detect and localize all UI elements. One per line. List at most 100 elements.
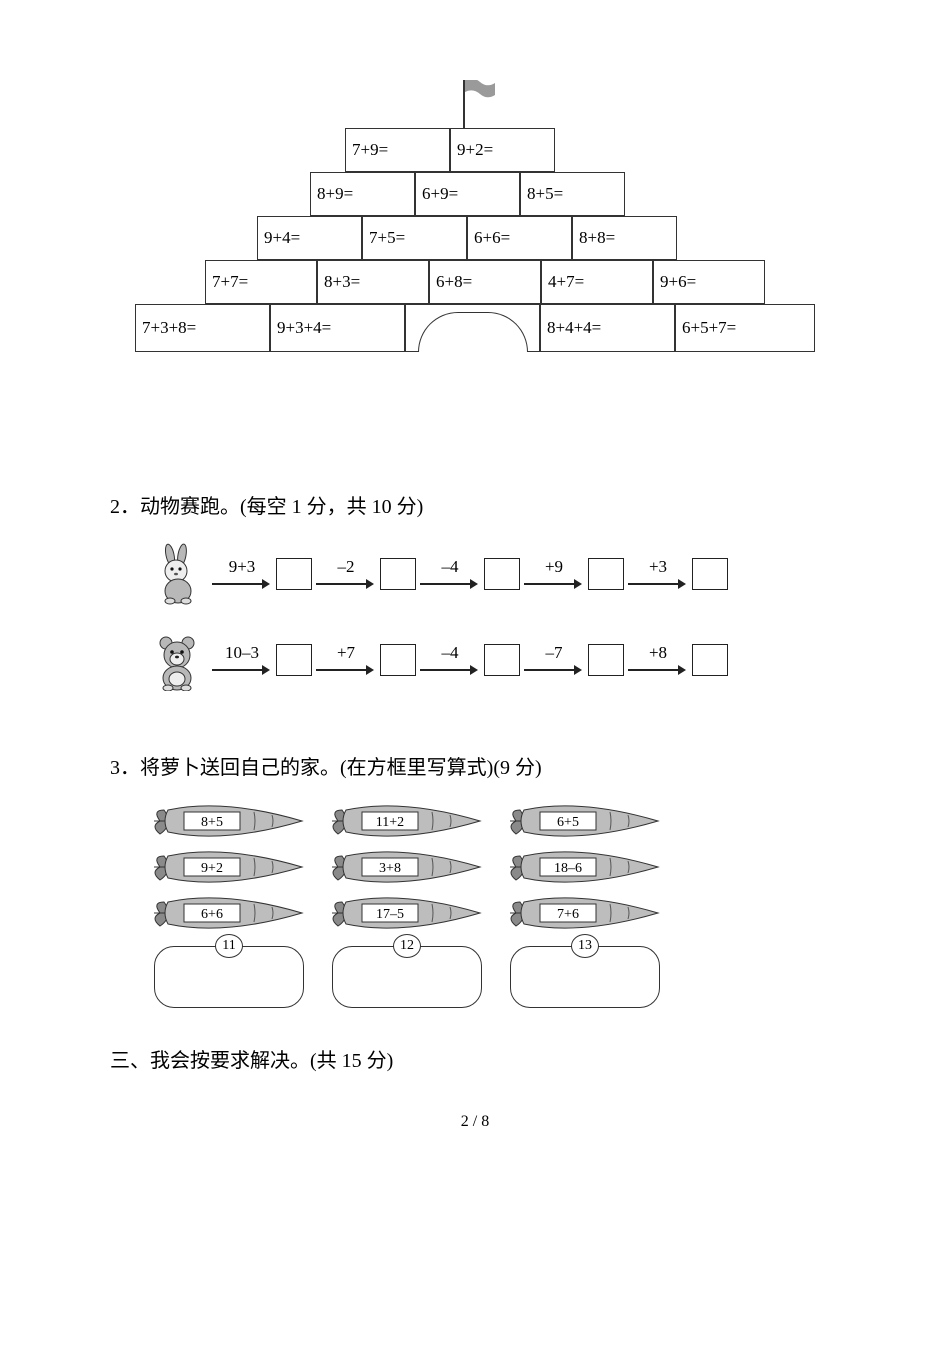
arrow-icon: [628, 577, 688, 591]
chain-op-label: +7: [337, 643, 355, 663]
pyramid-cell: 8+5=: [520, 172, 625, 216]
pyramid-diagram: 7+9=9+2= 8+9=6+9=8+5= 9+4=7+5=6+6=8+8= 7+7=…: [135, 80, 815, 410]
svg-text:7+6: 7+6: [557, 907, 579, 922]
arrow-icon: [212, 663, 272, 677]
pyramid-cell: 7+3+8=: [135, 304, 270, 352]
pyramid-cell: 6+8=: [429, 260, 541, 304]
chain-op-label: +3: [649, 557, 667, 577]
chain-op-label: 10–3: [225, 643, 259, 663]
carrot-block: 8+5 9+2 6+6 11 11+2 3+8 17–5 12 6+5 18–6 7+6 13: [154, 802, 850, 1008]
page-footer: 2 / 8: [100, 1113, 850, 1131]
chain-op: 9+3: [212, 557, 272, 591]
chain-row: 10–3 +7 –4 –7 +8: [150, 629, 850, 691]
pyramid-cell: 8+4+4=: [540, 304, 675, 352]
carrot-column: 11+2 3+8 17–5 12: [332, 802, 482, 1008]
bear-icon: [150, 629, 206, 691]
pyramid-cell: 8+8=: [572, 216, 677, 260]
carrot-icon: 11+2: [332, 802, 482, 840]
chain-op: +3: [628, 557, 688, 591]
svg-text:11+2: 11+2: [376, 815, 404, 830]
svg-text:6+5: 6+5: [557, 815, 579, 830]
basket-label: 12: [393, 934, 421, 958]
pyramid-cell: 9+6=: [653, 260, 765, 304]
chain-op: –7: [524, 643, 584, 677]
answer-box[interactable]: [588, 558, 624, 590]
carrot-icon: 6+6: [154, 894, 304, 932]
arrow-icon: [524, 577, 584, 591]
carrot-column: 8+5 9+2 6+6 11: [154, 802, 304, 1008]
pyramid-cell: 8+9=: [310, 172, 415, 216]
carrot-icon: 7+6: [510, 894, 660, 932]
basket: 13: [510, 946, 660, 1008]
svg-text:18–6: 18–6: [554, 861, 582, 876]
arrow-icon: [524, 663, 584, 677]
carrot-column: 6+5 18–6 7+6 13: [510, 802, 660, 1008]
answer-box[interactable]: [484, 558, 520, 590]
pyramid-cell: 9+3+4=: [270, 304, 405, 352]
chain-op: –4: [420, 643, 480, 677]
chain-row: 9+3 –2 –4 +9 +3: [150, 543, 850, 605]
chain-op-label: 9+3: [229, 557, 256, 577]
chain-op: +9: [524, 557, 584, 591]
answer-box[interactable]: [588, 644, 624, 676]
answer-box[interactable]: [276, 558, 312, 590]
pyramid-cell: 7+5=: [362, 216, 467, 260]
chain-op-label: –2: [338, 557, 355, 577]
pyramid-cell: 7+9=: [345, 128, 450, 172]
answer-box[interactable]: [692, 558, 728, 590]
pyramid-cell: 4+7=: [541, 260, 653, 304]
carrot-icon: 17–5: [332, 894, 482, 932]
pyramid-cell: 6+6=: [467, 216, 572, 260]
arrow-icon: [420, 663, 480, 677]
carrot-icon: 3+8: [332, 848, 482, 886]
answer-box[interactable]: [380, 644, 416, 676]
pyramid-cell: 9+2=: [450, 128, 555, 172]
flag-icon: [463, 80, 503, 128]
chain-op: +8: [628, 643, 688, 677]
chain-op: –2: [316, 557, 376, 591]
basket: 11: [154, 946, 304, 1008]
section-3-title: 三、我会按要求解决。(共 15 分): [110, 1044, 850, 1073]
page-number: 2: [461, 1113, 469, 1130]
arrow-icon: [316, 577, 376, 591]
answer-box[interactable]: [484, 644, 520, 676]
pyramid-cell: 6+9=: [415, 172, 520, 216]
chain-op: 10–3: [212, 643, 272, 677]
chain-op-label: +8: [649, 643, 667, 663]
worksheet-page: 7+9=9+2= 8+9=6+9=8+5= 9+4=7+5=6+6=8+8= 7+7=…: [0, 0, 950, 1171]
svg-text:9+2: 9+2: [201, 861, 223, 876]
svg-text:17–5: 17–5: [376, 907, 404, 922]
svg-text:8+5: 8+5: [201, 815, 223, 830]
arrow-icon: [420, 577, 480, 591]
arrow-icon: [628, 663, 688, 677]
basket-label: 11: [215, 934, 243, 958]
page-total: 8: [481, 1113, 489, 1130]
pyramid-cell: 9+4=: [257, 216, 362, 260]
carrot-icon: 8+5: [154, 802, 304, 840]
answer-box[interactable]: [380, 558, 416, 590]
pyramid-cell: 8+3=: [317, 260, 429, 304]
basket: 12: [332, 946, 482, 1008]
chain-op: –4: [420, 557, 480, 591]
pyramid-cell: 7+7=: [205, 260, 317, 304]
answer-box[interactable]: [692, 644, 728, 676]
arrow-icon: [316, 663, 376, 677]
rabbit-icon: [150, 543, 206, 605]
animal-race-block: 9+3 –2 –4 +9 +3 10–3 +7 –4 –7 +8: [150, 543, 850, 691]
answer-box[interactable]: [276, 644, 312, 676]
carrot-icon: 6+5: [510, 802, 660, 840]
chain-op-label: –4: [442, 643, 459, 663]
question-3-title: 3．将萝卜送回自己的家。(在方框里写算式)(9 分): [110, 751, 850, 780]
basket-label: 13: [571, 934, 599, 958]
carrot-icon: 9+2: [154, 848, 304, 886]
svg-text:3+8: 3+8: [379, 861, 401, 876]
question-2-title: 2．动物赛跑。(每空 1 分，共 10 分): [110, 490, 850, 519]
chain-op-label: +9: [545, 557, 563, 577]
chain-op: +7: [316, 643, 376, 677]
pyramid-cell: 6+5+7=: [675, 304, 815, 352]
svg-text:6+6: 6+6: [201, 907, 223, 922]
arrow-icon: [212, 577, 272, 591]
chain-op-label: –4: [442, 557, 459, 577]
chain-op-label: –7: [546, 643, 563, 663]
carrot-icon: 18–6: [510, 848, 660, 886]
